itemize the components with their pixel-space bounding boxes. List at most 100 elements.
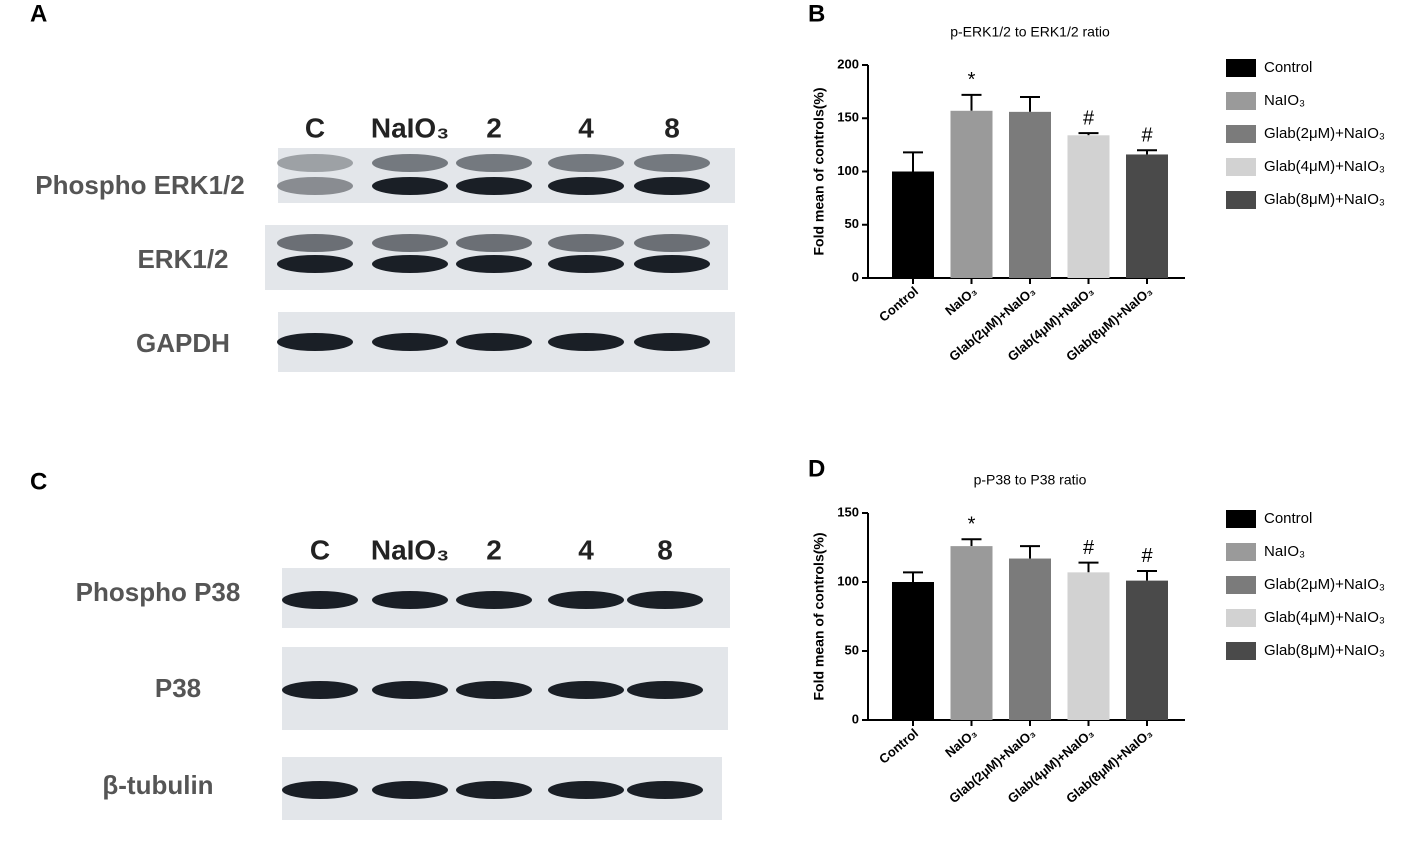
legend-label: Glab(2μM)+NaIO₃ [1264, 125, 1385, 142]
bar [1126, 580, 1168, 720]
band [282, 591, 358, 609]
band [372, 177, 448, 195]
legend-swatch [1226, 609, 1256, 627]
legend-swatch [1226, 125, 1256, 143]
legend-swatch [1226, 642, 1256, 660]
legend-label: Glab(8μM)+NaIO₃ [1264, 191, 1385, 208]
legend-swatch [1226, 543, 1256, 561]
legend-label: Control [1264, 510, 1312, 527]
chart-title: p-P38 to P38 ratio [974, 472, 1087, 488]
band [372, 781, 448, 799]
x-tick-label: Control [876, 283, 921, 324]
band [548, 255, 624, 273]
legend-label: Glab(4μM)+NaIO₃ [1264, 609, 1385, 626]
y-tick-label: 50 [845, 216, 859, 231]
lane-label: NaIO₃ [371, 112, 449, 143]
band [372, 681, 448, 699]
y-tick-label: 150 [837, 110, 859, 125]
lane-label: 4 [578, 534, 594, 565]
significance-mark: * [968, 514, 976, 536]
legend-swatch [1226, 191, 1256, 209]
significance-mark: # [1141, 124, 1153, 146]
row-label: ERK1/2 [137, 244, 228, 274]
legend-label: Glab(8μM)+NaIO₃ [1264, 642, 1385, 659]
band [456, 177, 532, 195]
significance-mark: * [968, 69, 976, 91]
row-label: P38 [155, 673, 201, 703]
legend-swatch [1226, 510, 1256, 528]
legend-swatch [1226, 158, 1256, 176]
lane-label: 4 [578, 112, 594, 143]
legend-swatch [1226, 92, 1256, 110]
band [277, 154, 353, 172]
band [456, 333, 532, 351]
band [634, 177, 710, 195]
significance-mark: # [1083, 107, 1095, 129]
significance-mark: # [1083, 537, 1095, 559]
x-tick-label: NaIO₃ [942, 283, 979, 318]
legend-label: NaIO₃ [1264, 543, 1305, 560]
band [456, 234, 532, 252]
band [634, 154, 710, 172]
band [548, 591, 624, 609]
band [634, 234, 710, 252]
legend-label: Control [1264, 59, 1312, 76]
bar [950, 110, 993, 278]
lane-label: C [305, 112, 325, 143]
lane-label: 8 [664, 112, 680, 143]
y-axis-label: Fold mean of controls(%) [811, 88, 827, 256]
band [282, 781, 358, 799]
lane-label: 2 [486, 112, 502, 143]
row-label: β-tubulin [102, 770, 213, 800]
band [548, 681, 624, 699]
band [456, 681, 532, 699]
lane-label: NaIO₃ [371, 534, 449, 565]
y-tick-label: 150 [837, 504, 859, 519]
row-label: Phospho ERK1/2 [35, 170, 244, 200]
band [277, 333, 353, 351]
band [277, 234, 353, 252]
band [282, 681, 358, 699]
band [372, 154, 448, 172]
band [277, 255, 353, 273]
band [548, 154, 624, 172]
band [456, 255, 532, 273]
bar [1126, 154, 1168, 278]
band [627, 781, 703, 799]
band [456, 154, 532, 172]
legend-label: NaIO₃ [1264, 92, 1305, 109]
legend-swatch [1226, 576, 1256, 594]
band [548, 177, 624, 195]
bar [1067, 135, 1110, 278]
x-tick-label: NaIO₃ [942, 725, 979, 760]
band [372, 234, 448, 252]
panel-label: B [808, 0, 825, 27]
bar [892, 582, 934, 720]
legend-label: Glab(2μM)+NaIO₃ [1264, 576, 1385, 593]
band [548, 234, 624, 252]
panel-label: C [30, 468, 47, 495]
panel-label: A [30, 0, 47, 27]
legend-swatch [1226, 59, 1256, 77]
y-tick-label: 100 [837, 573, 859, 588]
band [634, 333, 710, 351]
band [548, 781, 624, 799]
y-tick-label: 50 [845, 642, 859, 657]
y-axis-label: Fold mean of controls(%) [811, 533, 827, 701]
x-tick-label: Control [876, 725, 921, 766]
y-tick-label: 200 [837, 56, 859, 71]
y-tick-label: 0 [852, 269, 859, 284]
lane-label: 2 [486, 534, 502, 565]
band [456, 781, 532, 799]
bar [1009, 111, 1051, 278]
bar [1009, 558, 1051, 720]
band [277, 177, 353, 195]
lane-label: C [310, 534, 330, 565]
band [548, 333, 624, 351]
y-tick-label: 100 [837, 163, 859, 178]
row-label: GAPDH [136, 328, 230, 358]
band [627, 681, 703, 699]
lane-label: 8 [657, 534, 673, 565]
row-label: Phospho P38 [76, 577, 241, 607]
